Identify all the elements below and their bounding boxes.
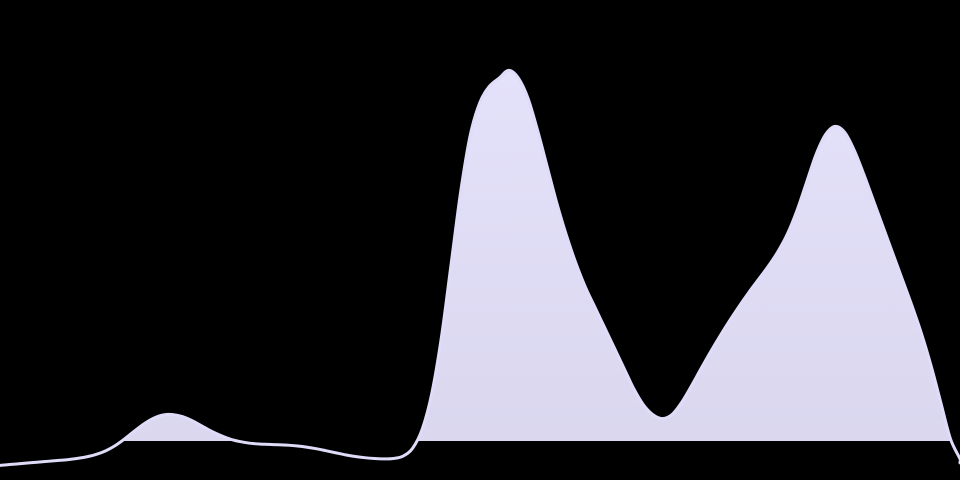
area-line — [0, 68, 960, 467]
area-fill — [121, 70, 952, 441]
area-fill-group — [121, 70, 952, 441]
